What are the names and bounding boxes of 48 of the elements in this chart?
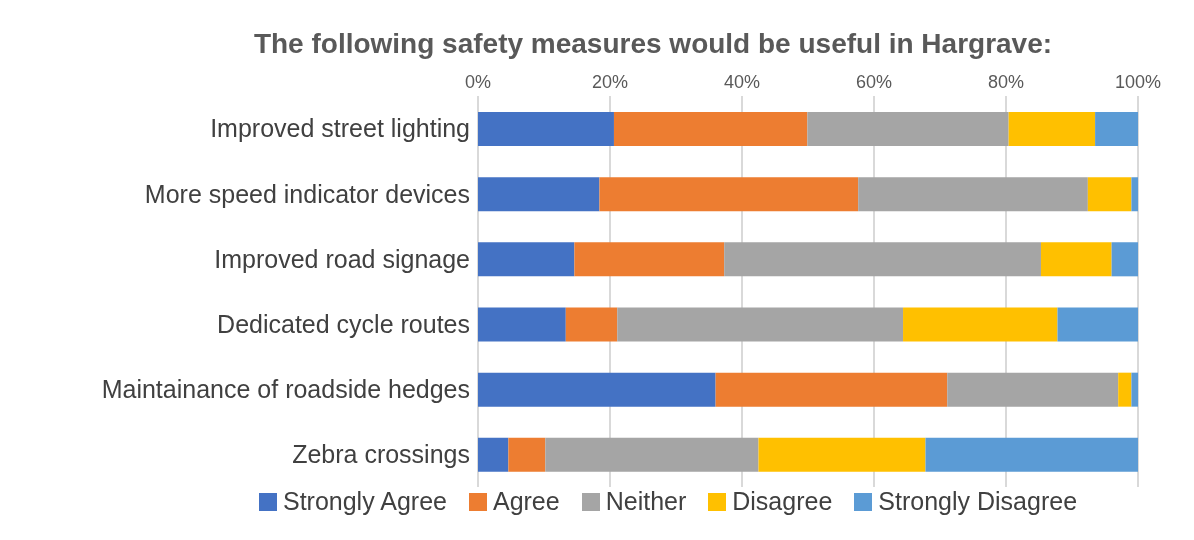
bar	[1131, 372, 1138, 407]
bar	[478, 242, 575, 277]
bar	[599, 177, 859, 212]
bar	[925, 437, 1138, 472]
legend-label: Strongly Disagree	[877, 487, 1078, 516]
bar	[1008, 112, 1096, 146]
bar	[617, 307, 904, 342]
bar	[715, 372, 948, 407]
bar	[947, 372, 1119, 407]
x-tick-label: 40%	[723, 72, 761, 92]
bar	[478, 307, 566, 342]
bar	[478, 112, 614, 146]
bar	[724, 242, 1041, 277]
x-tick-label: 80%	[987, 72, 1025, 92]
legend-label: Strongly Agree	[281, 487, 447, 516]
bar	[574, 242, 725, 277]
bar	[478, 437, 509, 472]
x-tick-label: 20%	[591, 72, 629, 92]
legend-label: Agree	[491, 487, 560, 516]
legend-label: Neither	[604, 487, 687, 516]
y-tick-label: Zebra crossings	[292, 440, 470, 469]
bar	[1040, 242, 1112, 277]
bar	[1087, 177, 1132, 212]
y-tick-label: More speed indicator devices	[144, 179, 470, 208]
legend-label: Disagree	[731, 487, 833, 516]
bar	[807, 112, 1009, 146]
y-tick-label: Maintainance of roadside hedges	[101, 375, 470, 404]
bar	[758, 437, 926, 472]
x-tick-label: 0%	[464, 72, 492, 92]
bar	[1095, 112, 1138, 146]
bar	[1057, 307, 1138, 342]
x-tick-label: 60%	[855, 72, 893, 92]
bar	[565, 307, 618, 342]
x-tick-label: 100%	[1114, 72, 1162, 92]
bar	[613, 112, 808, 146]
bar	[858, 177, 1088, 212]
bar	[508, 437, 546, 472]
bar	[1118, 372, 1132, 407]
bar	[478, 372, 716, 407]
bar	[1131, 177, 1138, 212]
y-tick-label: Dedicated cycle routes	[217, 309, 470, 338]
bar	[478, 177, 600, 212]
bar	[1111, 242, 1138, 277]
y-tick-label: Improved street lighting	[210, 114, 470, 143]
y-tick-label: Improved road signage	[214, 244, 470, 273]
bar	[545, 437, 759, 472]
bar	[903, 307, 1058, 342]
chart-title: The following safety measures would be useful in Hargrave:	[252, 27, 1054, 61]
